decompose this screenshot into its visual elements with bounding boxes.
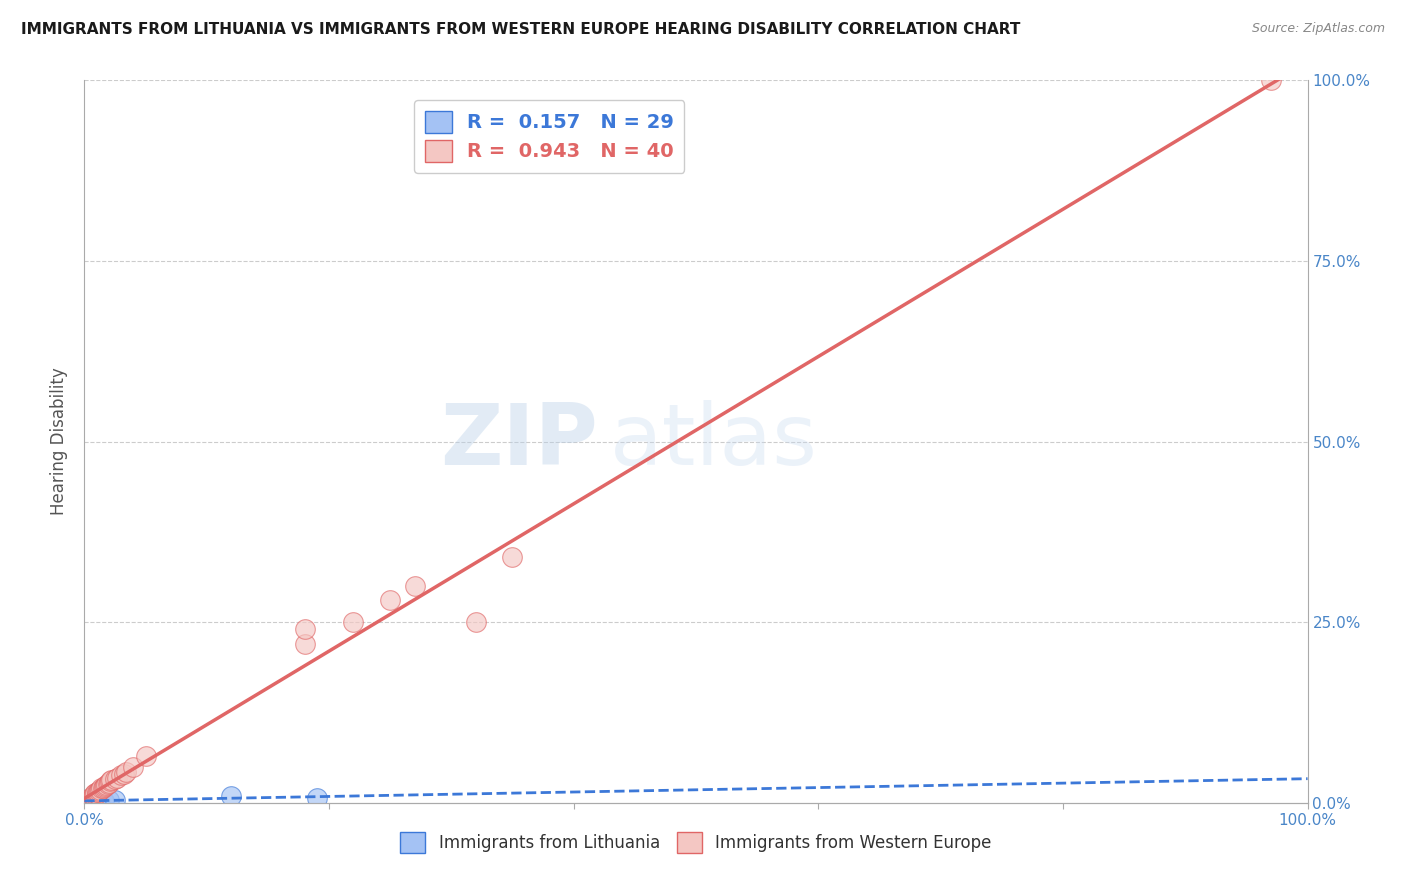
Point (122, 760, 145, 774)
Point (76, 794, 98, 808)
Point (77, 794, 100, 808)
Point (79, 792, 101, 806)
Point (82, 789, 104, 804)
Point (89, 782, 111, 797)
Text: ZIP: ZIP (440, 400, 598, 483)
Point (90, 781, 112, 796)
Point (112, 767, 135, 781)
Point (77, 794, 100, 808)
Legend: Immigrants from Lithuania, Immigrants from Western Europe: Immigrants from Lithuania, Immigrants fr… (394, 826, 998, 860)
Point (105, 771, 128, 785)
Text: IMMIGRANTS FROM LITHUANIA VS IMMIGRANTS FROM WESTERN EUROPE HEARING DISABILITY C: IMMIGRANTS FROM LITHUANIA VS IMMIGRANTS … (21, 22, 1021, 37)
Point (97, 775, 120, 789)
Point (1260, 73, 1282, 87)
Point (86, 793, 108, 807)
Point (87, 785, 110, 799)
Point (380, 593, 402, 607)
Point (86, 787, 108, 801)
Point (76, 794, 98, 808)
Point (80, 794, 103, 808)
Point (86, 794, 108, 808)
Point (82, 794, 104, 808)
Point (79, 790, 101, 805)
Text: atlas: atlas (610, 400, 818, 483)
Text: Source: ZipAtlas.com: Source: ZipAtlas.com (1251, 22, 1385, 36)
Point (87, 794, 110, 808)
Point (294, 623, 316, 637)
Point (79, 794, 101, 808)
Point (82, 794, 104, 808)
Point (77, 795, 100, 809)
Point (97, 777, 120, 791)
Point (219, 789, 242, 803)
Point (87, 794, 110, 808)
Point (75, 795, 97, 809)
Point (79, 794, 101, 808)
Point (97, 793, 120, 807)
Point (104, 793, 127, 807)
Point (77, 795, 100, 809)
Point (86, 785, 108, 799)
Y-axis label: Hearing Disability: Hearing Disability (51, 368, 69, 516)
Point (91, 794, 114, 808)
Point (110, 768, 132, 782)
Point (96, 778, 118, 792)
Point (80, 791, 103, 805)
Point (135, 748, 157, 763)
Point (91, 780, 114, 795)
Point (83, 789, 105, 803)
Point (89, 793, 111, 807)
Point (79, 793, 101, 807)
Point (404, 579, 426, 593)
Point (502, 550, 524, 565)
Point (294, 637, 316, 651)
Point (77, 793, 100, 807)
Point (464, 615, 486, 630)
Point (104, 772, 127, 786)
Point (82, 790, 104, 805)
Point (84, 794, 107, 808)
Point (342, 615, 364, 630)
Point (76, 794, 98, 808)
Point (93, 794, 115, 808)
Point (305, 791, 328, 805)
Point (83, 787, 105, 801)
Point (83, 794, 105, 808)
Point (98, 774, 121, 789)
Point (77, 793, 100, 807)
Point (80, 793, 103, 807)
Point (77, 794, 100, 808)
Point (93, 780, 115, 794)
Point (87, 783, 110, 797)
Point (94, 779, 117, 793)
Point (84, 786, 107, 800)
Point (115, 765, 138, 780)
Point (100, 773, 122, 788)
Point (77, 793, 100, 807)
